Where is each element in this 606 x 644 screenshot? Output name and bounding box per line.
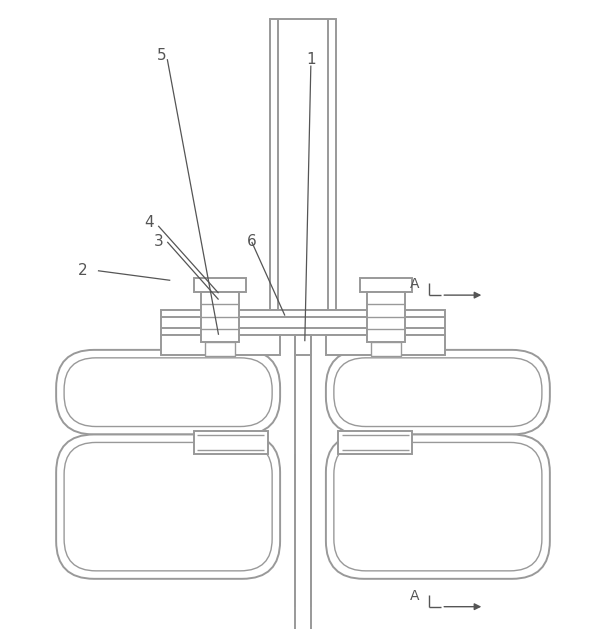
Bar [367,292,405,342]
Text: 6: 6 [247,234,256,249]
Text: A: A [410,589,419,603]
Bar [296,433,310,453]
Bar [195,278,246,292]
Bar [161,310,445,335]
FancyBboxPatch shape [326,350,550,435]
Text: A: A [410,277,419,291]
FancyBboxPatch shape [56,435,280,579]
Text: 5: 5 [156,48,166,64]
Bar [360,278,411,292]
FancyBboxPatch shape [326,435,550,579]
Bar [295,335,311,355]
Bar [161,335,280,355]
FancyBboxPatch shape [64,358,272,426]
Text: 1: 1 [306,52,316,67]
Bar [193,431,268,455]
Bar [338,431,413,455]
Text: 2: 2 [78,263,88,278]
Bar [270,19,336,310]
FancyBboxPatch shape [334,358,542,426]
FancyBboxPatch shape [56,350,280,435]
Text: 3: 3 [153,234,163,249]
Bar [201,292,239,342]
Text: 4: 4 [144,215,154,230]
FancyBboxPatch shape [334,442,542,571]
Bar [326,335,445,355]
Bar [205,342,235,356]
Bar [371,342,401,356]
FancyBboxPatch shape [64,442,272,571]
